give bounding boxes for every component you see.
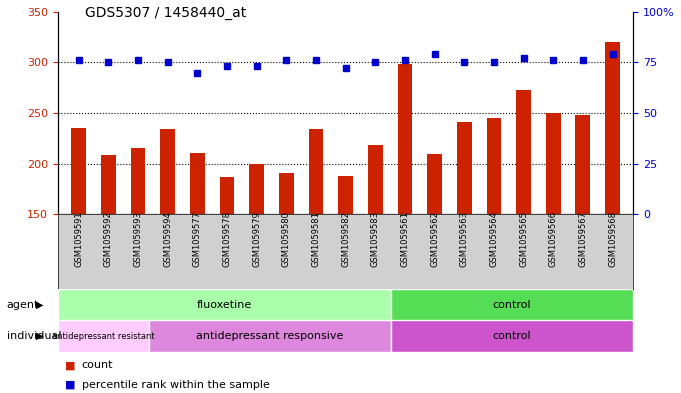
Bar xyxy=(219,177,234,214)
Bar xyxy=(516,90,531,214)
Bar xyxy=(131,149,145,214)
Bar xyxy=(249,163,264,214)
Bar xyxy=(457,122,472,214)
Bar xyxy=(605,42,620,214)
Bar xyxy=(58,320,148,352)
Bar xyxy=(398,64,413,214)
Text: ■: ■ xyxy=(65,380,75,390)
Bar xyxy=(160,129,175,214)
Text: count: count xyxy=(82,360,113,371)
Text: GDS5307 / 1458440_at: GDS5307 / 1458440_at xyxy=(85,6,247,20)
Bar xyxy=(427,154,442,214)
Bar xyxy=(575,115,590,214)
Bar xyxy=(368,145,383,214)
Text: individual: individual xyxy=(7,331,61,341)
Bar xyxy=(391,320,633,352)
Text: agent: agent xyxy=(7,299,39,310)
Bar xyxy=(546,113,560,214)
Bar xyxy=(486,118,501,214)
Bar xyxy=(279,173,294,214)
Bar xyxy=(72,128,86,214)
Bar xyxy=(101,156,116,214)
Text: ■: ■ xyxy=(65,360,75,371)
Text: control: control xyxy=(493,331,531,341)
Bar xyxy=(391,289,633,320)
Bar xyxy=(338,176,353,214)
Text: fluoxetine: fluoxetine xyxy=(197,299,252,310)
Bar xyxy=(308,129,323,214)
Text: antidepressant responsive: antidepressant responsive xyxy=(196,331,344,341)
Bar xyxy=(148,320,391,352)
Bar xyxy=(58,289,391,320)
Text: percentile rank within the sample: percentile rank within the sample xyxy=(82,380,270,390)
Text: control: control xyxy=(493,299,531,310)
Text: ▶: ▶ xyxy=(35,299,44,310)
Text: antidepressant resistant: antidepressant resistant xyxy=(52,332,155,340)
Text: ▶: ▶ xyxy=(35,331,44,341)
Bar xyxy=(190,153,205,214)
